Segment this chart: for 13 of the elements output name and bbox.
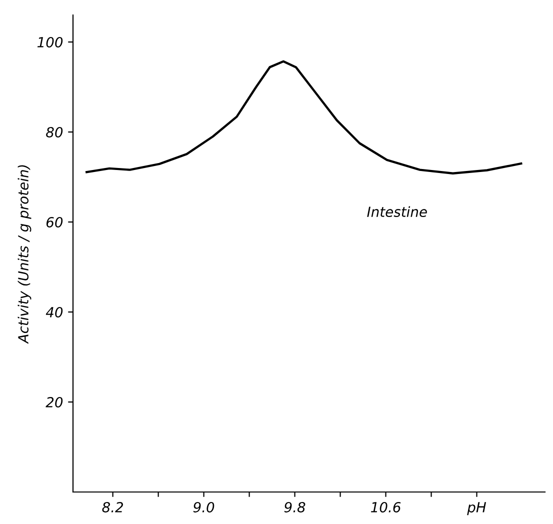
y-tick-label: 100 (37, 36, 63, 48)
x-tick-label: 9.0 (193, 502, 214, 512)
y-tick-label: 20 (46, 396, 63, 408)
x-tick-label: pH (467, 502, 486, 516)
x-tick-label: 10.6 (370, 502, 401, 512)
x-tick-label: 9.8 (284, 502, 306, 512)
y-tick-label: 60 (46, 216, 63, 228)
y-tick-label: 80 (46, 126, 63, 138)
x-tick-label: 8.2 (102, 502, 123, 512)
text: Intestine (367, 206, 427, 218)
y-tick-label: 40 (46, 306, 63, 318)
y-axis-title: Activity (Units / g protein) (18, 165, 32, 344)
line-series (86, 60, 522, 175)
